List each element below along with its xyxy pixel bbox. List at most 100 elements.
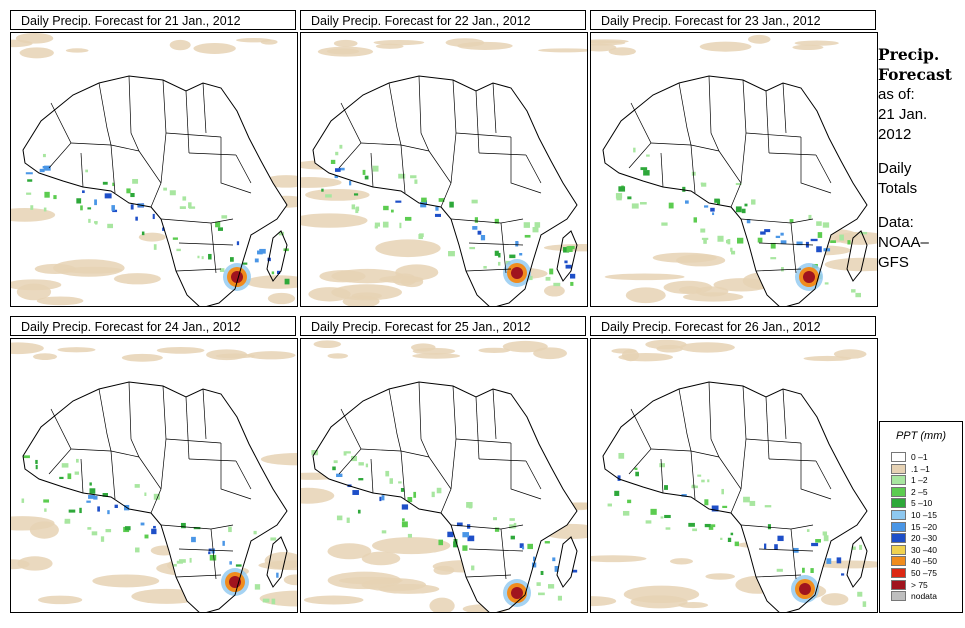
- precip-cell: [816, 246, 822, 253]
- drizzle-area: [678, 602, 709, 609]
- drizzle-area: [301, 487, 335, 504]
- precip-cell: [614, 490, 620, 496]
- precip-band: [607, 452, 867, 607]
- country-border: [478, 152, 527, 156]
- precip-cell: [276, 572, 279, 578]
- precip-cell: [413, 491, 417, 498]
- precip-cell: [570, 281, 574, 286]
- precip-cell: [64, 518, 71, 524]
- country-border: [660, 152, 664, 188]
- precip-cell: [509, 254, 516, 259]
- legend-item: 0 –1: [891, 452, 928, 463]
- precip-cell: [472, 226, 478, 230]
- precip-cell: [163, 187, 167, 191]
- country-border: [455, 438, 512, 444]
- precip-cell: [741, 208, 746, 214]
- precip-cell: [68, 509, 76, 513]
- asof-line1: as of:: [878, 86, 915, 103]
- precip-cell: [523, 222, 530, 228]
- precip-cell: [467, 535, 475, 542]
- precip-cell: [180, 522, 186, 529]
- drizzle-area: [410, 343, 436, 352]
- precip-cell: [751, 199, 756, 205]
- precip-cell: [162, 227, 165, 231]
- panel-title: Daily Precip. Forecast for 25 Jan., 2012: [300, 316, 586, 336]
- legend-label: 10 –15: [911, 510, 937, 520]
- drizzle-area: [267, 292, 296, 305]
- precip-cell: [189, 557, 192, 563]
- precip-cell: [737, 237, 744, 244]
- precip-cell: [684, 200, 689, 204]
- legend-swatch: [891, 568, 906, 578]
- precip-cell: [859, 544, 863, 550]
- precip-cell: [112, 182, 115, 187]
- legend-swatch: [891, 544, 906, 555]
- precip-cell: [701, 479, 705, 483]
- precip-cell: [781, 267, 784, 272]
- precip-cell: [466, 505, 469, 508]
- country-border: [510, 137, 542, 194]
- color-legend: PPT (mm) 0 –1.1 –1 1 –2 2 –5 5 –10 10 –15 15 …: [879, 421, 963, 613]
- precip-cell: [209, 554, 217, 561]
- precip-cell: [524, 234, 531, 238]
- precip-cell: [401, 504, 409, 510]
- africa-coastline: [312, 75, 578, 306]
- precip-cell: [735, 206, 742, 213]
- legend-swatch: [891, 579, 906, 590]
- precip-cell: [692, 528, 698, 532]
- precip-cell: [333, 460, 338, 464]
- precip-cell: [86, 500, 91, 503]
- drizzle-area: [33, 353, 58, 361]
- precip-cell: [410, 175, 417, 179]
- precip-cell: [770, 257, 777, 260]
- precip-cell: [242, 262, 248, 265]
- drizzle-area: [591, 596, 617, 607]
- precip-cell: [151, 528, 157, 535]
- africa-coastline: [312, 381, 578, 612]
- legend-item: > 75: [891, 579, 928, 591]
- drizzle-area: [792, 44, 824, 51]
- precip-cell: [284, 278, 290, 285]
- precip-cell: [438, 539, 444, 546]
- precip-cell: [701, 182, 707, 187]
- africa-landmass: [603, 76, 867, 306]
- forecast-panel-26-jan: Daily Precip. Forecast for 26 Jan., 2012: [590, 316, 880, 614]
- drizzle-area: [333, 39, 358, 48]
- precip-cell: [25, 172, 33, 175]
- precip-cell: [810, 238, 818, 242]
- precip-cell: [776, 568, 783, 572]
- legend-item: 10 –15: [891, 510, 937, 521]
- precip-cell: [498, 252, 501, 258]
- precip-cell: [91, 531, 98, 536]
- country-border: [525, 154, 542, 184]
- precip-cell: [700, 228, 706, 233]
- precip-cell: [483, 265, 487, 269]
- precip-cell: [336, 515, 343, 521]
- country-border: [220, 443, 252, 500]
- precip-cell: [855, 292, 862, 298]
- precip-cell: [276, 270, 281, 274]
- precip-cell: [515, 241, 519, 247]
- legend-label: 2 –5: [911, 486, 928, 497]
- totals-line1: Daily: [878, 160, 912, 177]
- precip-cell: [538, 592, 545, 596]
- drizzle-area: [604, 273, 685, 281]
- precip-cell: [563, 247, 570, 253]
- precip-cell: [418, 234, 423, 240]
- precip-cell: [271, 598, 276, 605]
- drizzle-area: [645, 339, 687, 350]
- precip-cell: [402, 518, 405, 522]
- madagascar-coastline: [266, 230, 288, 282]
- legend-swatch: [891, 591, 906, 602]
- precip-cell: [27, 179, 33, 182]
- precip-cell: [349, 180, 352, 186]
- precip-cell: [760, 231, 766, 235]
- legend-label: 20 –30: [911, 533, 937, 544]
- drizzle-area: [699, 41, 752, 52]
- precip-cell: [130, 204, 134, 210]
- legend-label: 5 –10: [911, 498, 933, 509]
- precip-cell: [374, 225, 378, 229]
- precip-cell: [358, 478, 364, 481]
- country-border: [465, 268, 512, 272]
- precip-cell: [650, 508, 657, 515]
